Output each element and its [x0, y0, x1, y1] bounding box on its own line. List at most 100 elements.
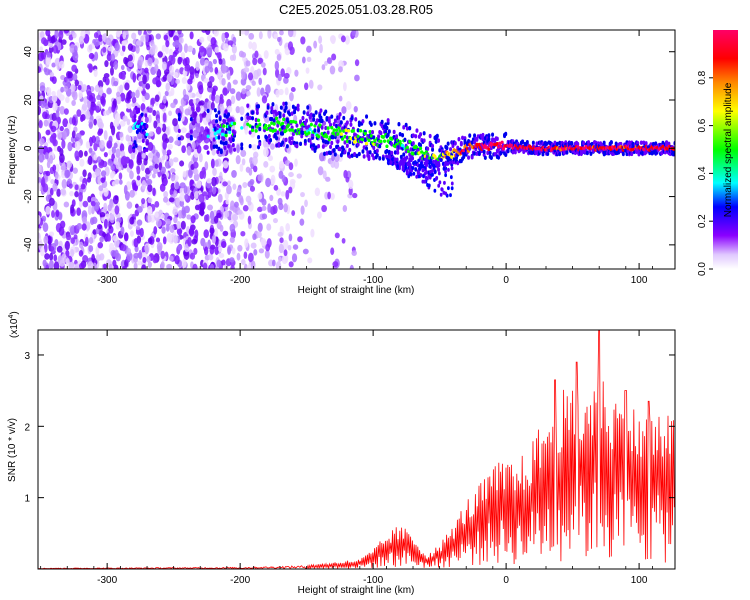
ridge-dot	[482, 149, 486, 154]
ridge-core-dot	[342, 129, 346, 133]
noise-dot	[184, 243, 190, 253]
tail-dot	[393, 157, 397, 162]
noise-dot	[153, 155, 159, 163]
noise-dot	[114, 178, 120, 185]
noise-dot	[39, 85, 46, 93]
tail-dot	[418, 165, 422, 170]
noise-dot	[178, 56, 183, 63]
noise-dot	[263, 50, 269, 59]
noise-dot	[137, 260, 142, 266]
ridge-dot	[301, 115, 305, 121]
noise-dot	[136, 165, 141, 175]
ridge-dot	[248, 144, 252, 149]
ridge-core-dot	[418, 146, 423, 151]
ridge-dot	[362, 145, 366, 150]
noise-dot	[126, 248, 132, 255]
ridge-core-dot	[450, 155, 454, 159]
noise-dot	[49, 42, 54, 48]
noise-dot	[168, 197, 175, 203]
ridge-dot	[306, 105, 310, 110]
noise-dot	[288, 172, 294, 178]
noise-dot	[127, 61, 133, 68]
noise-dot	[46, 89, 52, 98]
noise-dot	[94, 84, 100, 93]
ridge-dot	[431, 143, 435, 149]
noise-dot	[96, 94, 102, 101]
noise-dot	[136, 175, 141, 181]
ridge-core-dot	[232, 121, 237, 126]
colorbar-ticks: 0.0 0.2 0.4 0.6 0.8	[697, 70, 713, 276]
noise-dot	[278, 243, 284, 254]
noise-dot	[108, 149, 113, 156]
ridge-dot	[463, 138, 467, 144]
noise-dot	[116, 91, 121, 98]
noise-dot	[87, 205, 92, 215]
noise-dot	[289, 92, 294, 102]
ridge-dot	[177, 116, 181, 122]
noise-dot	[93, 68, 98, 78]
ridge-core-dot	[273, 128, 277, 133]
ridge-dot	[449, 147, 453, 152]
noise-dot	[103, 73, 110, 79]
noise-dot	[76, 207, 82, 216]
noise-dot	[50, 35, 56, 44]
noise-dot	[351, 30, 357, 37]
noise-dot	[275, 89, 280, 98]
noise-dot	[196, 180, 202, 189]
noise-dot	[307, 257, 313, 264]
noise-dot	[156, 241, 163, 252]
ridge-core-dot	[367, 138, 371, 143]
noise-dot	[310, 228, 315, 238]
noise-dot	[153, 120, 158, 129]
noise-dot	[229, 236, 235, 244]
noise-dot	[243, 251, 248, 259]
noise-dot	[170, 173, 176, 182]
noise-dot	[39, 165, 43, 174]
tail-dot	[401, 165, 405, 170]
ridge-core-dot	[326, 126, 330, 130]
ridge-dot	[282, 101, 286, 107]
noise-dot	[71, 64, 78, 73]
noise-dot	[93, 38, 100, 47]
noise-dot	[125, 102, 130, 108]
ridge-dot	[445, 145, 449, 151]
noise-dot	[278, 256, 282, 263]
ridge-dot	[372, 156, 376, 161]
ridge-dot	[145, 147, 149, 153]
noise-dot	[107, 234, 112, 242]
noise-dot	[114, 249, 119, 259]
tail-dot	[450, 166, 454, 171]
ridge-core-dot	[411, 152, 415, 156]
noise-dot	[40, 246, 45, 257]
noise-dot	[124, 232, 129, 241]
noise-dot	[95, 246, 100, 256]
ridge-dot	[295, 123, 299, 128]
noise-dot	[63, 108, 69, 115]
noise-dot	[128, 144, 133, 154]
tail-dot	[448, 160, 452, 165]
noise-dot	[187, 78, 193, 85]
ridge-dot	[289, 140, 293, 146]
colorbar-tick-label: 0.2	[697, 214, 708, 228]
noise-dot	[221, 240, 227, 248]
ridge-dot	[270, 116, 274, 122]
tail-dot	[446, 161, 450, 166]
noise-dot	[247, 180, 254, 188]
noise-dot	[49, 135, 55, 143]
noise-dot	[292, 244, 299, 250]
noise-dot	[122, 265, 127, 269]
ridge-dot	[213, 127, 217, 132]
noise-dot	[229, 223, 236, 233]
noise-dot	[38, 152, 45, 163]
ridge-core-dot	[307, 131, 311, 135]
noise-dot	[53, 254, 58, 262]
noise-dot	[115, 221, 121, 230]
ridge-dot	[392, 129, 396, 135]
noise-dot	[221, 64, 227, 74]
noise-dot	[136, 219, 143, 226]
ridge-core-dot	[372, 142, 376, 146]
noise-dot	[88, 44, 93, 51]
ridge-dot	[665, 140, 669, 145]
noise-dot	[93, 142, 98, 152]
noise-dot	[110, 66, 114, 76]
